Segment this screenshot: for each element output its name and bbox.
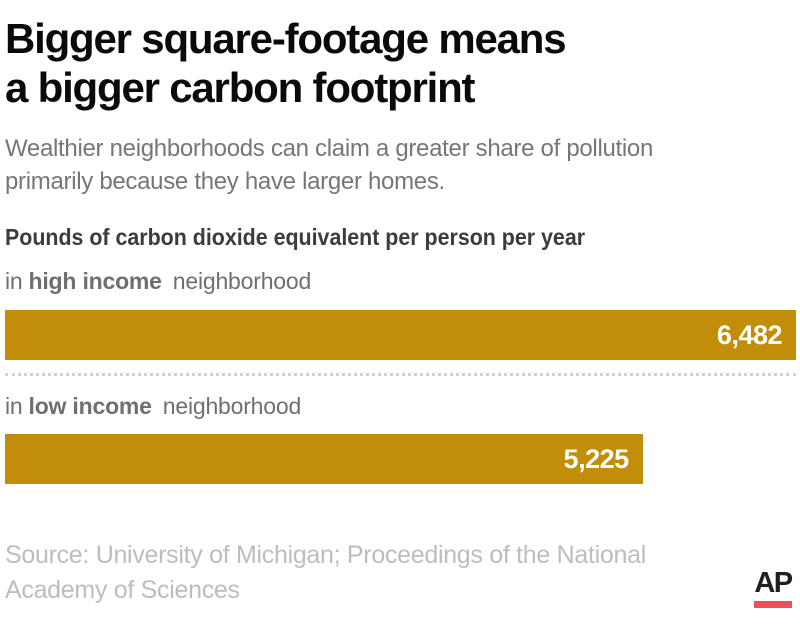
bar-label-category: low income bbox=[28, 393, 152, 419]
bar-label-suffix: neighborhood bbox=[172, 268, 312, 294]
title-line-2: a bigger carbon footprint bbox=[5, 64, 476, 111]
bar-label-prefix: in bbox=[5, 268, 23, 294]
bar-low-income: 5,225 bbox=[5, 434, 643, 484]
ap-logo-underline bbox=[754, 601, 792, 608]
ap-logo-text: AP bbox=[754, 567, 793, 599]
source-line-2: Academy of Sciences bbox=[5, 576, 240, 604]
source-credit: Source: University of Michigan; Proceedi… bbox=[5, 538, 646, 608]
ap-logo: AP bbox=[753, 568, 793, 608]
source-line-1: Source: University of Michigan; Proceedi… bbox=[5, 541, 646, 569]
bar-label-category: high income bbox=[28, 268, 162, 294]
subtitle-line-2: primarily because they have larger homes… bbox=[5, 168, 445, 195]
subtitle: Wealthier neighborhoods can claim a grea… bbox=[5, 132, 796, 198]
dotted-divider bbox=[5, 373, 796, 376]
bar-value-low-income: 5,225 bbox=[563, 444, 630, 474]
title-line-1: Bigger square-footage means bbox=[5, 15, 567, 62]
chart-axis-heading: Pounds of carbon dioxide equivalent per … bbox=[5, 224, 586, 250]
bar-high-income: 6,482 bbox=[5, 310, 796, 360]
page-title: Bigger square-footage means a bigger carb… bbox=[5, 14, 796, 112]
bar-label-suffix: neighborhood bbox=[162, 393, 302, 419]
bar-label-prefix: in bbox=[5, 393, 23, 419]
bar-label-low-income: in low income neighborhood bbox=[5, 392, 796, 420]
content-area: Bigger square-footage means a bigger carb… bbox=[5, 14, 796, 484]
bar-value-high-income: 6,482 bbox=[716, 320, 783, 350]
subtitle-line-1: Wealthier neighborhoods can claim a grea… bbox=[5, 135, 654, 162]
bar-label-high-income: in high income neighborhood bbox=[5, 267, 796, 295]
